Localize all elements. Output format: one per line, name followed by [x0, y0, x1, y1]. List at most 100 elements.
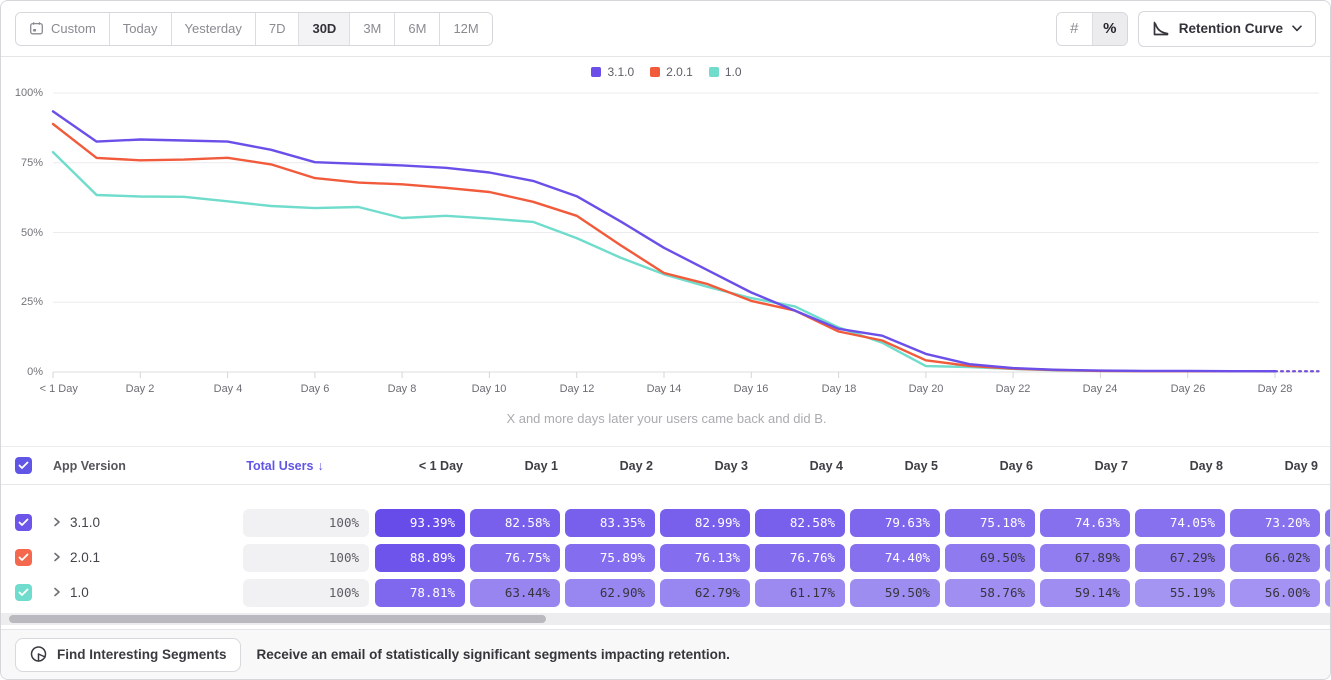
date-range-label: Custom	[51, 21, 96, 36]
x-tick-label: Day 22	[995, 383, 1031, 395]
day-column-header[interactable]: Day 7	[1094, 458, 1128, 473]
total-users-cell: 100%	[201, 543, 369, 572]
retention-cell-pill[interactable]: 69.50%	[945, 543, 1035, 572]
retention-cell-pill[interactable]: 63.44%	[470, 578, 560, 607]
retention-cell-pill[interactable]: 88.89%	[375, 543, 465, 572]
row-checkbox-cell	[1, 584, 41, 601]
absolute-numbers-mode-button[interactable]: #	[1056, 12, 1092, 45]
row-checkbox-3-1-0[interactable]	[15, 514, 32, 531]
retention-cell-pill[interactable]: 55.19%	[1135, 578, 1225, 607]
retention-cell-pill[interactable]: 79.63%	[850, 508, 940, 537]
day-column-header[interactable]: Day 4	[809, 458, 843, 473]
expand-row-button[interactable]	[53, 584, 61, 602]
expand-row-button[interactable]	[53, 514, 61, 532]
day-column-header[interactable]: Day 5	[904, 458, 938, 473]
day-column-header[interactable]: Day 6	[999, 458, 1033, 473]
retention-cell-pill[interactable]: 67.29%	[1135, 543, 1225, 572]
retention-cell-pill[interactable]: 58.76%	[945, 578, 1035, 607]
x-tick-label: Day 18	[821, 383, 857, 395]
x-tick-label: Day 20	[908, 383, 944, 395]
toolbar: Custom Today Yesterday 7D 30D 3M 6M 12M #% Rete…	[1, 1, 1330, 57]
retention-chart: 3.1.0 2.0.1 1.0 0% 25% 50% 75% 100% < 1 Day Day…	[1, 57, 1331, 446]
retention-cell-pill[interactable]: 59.14%	[1040, 578, 1130, 607]
expand-chevron-icon	[54, 587, 60, 596]
retention-cell-pill[interactable]: 78.81%	[375, 578, 465, 607]
retention-cell-pill[interactable]: 82.58%	[470, 508, 560, 537]
horizontal-scrollbar-thumb[interactable]	[9, 615, 546, 623]
date-range-custom[interactable]: Custom	[16, 12, 110, 45]
retention-cell-pill[interactable]: 66.02%	[1230, 543, 1320, 572]
date-range-label: 3M	[363, 21, 382, 36]
row-name-cell: 1.0	[41, 584, 201, 602]
date-range-3m[interactable]: 3M	[350, 12, 396, 45]
footer-bar: Find Interesting Segments Receive an ema…	[1, 629, 1330, 679]
retention-cell-pill[interactable]: 83.35%	[565, 508, 655, 537]
day-column-header[interactable]: Day 1	[524, 458, 558, 473]
retention-cell-pill[interactable]: 74.40%	[850, 543, 940, 572]
retention-cell-pill[interactable]: 74.05%	[1135, 508, 1225, 537]
day-column-header[interactable]: < 1 Day	[418, 458, 463, 473]
total-users-pill: 100%	[243, 578, 369, 607]
retention-cell-pill[interactable]: 93.39%	[375, 508, 465, 537]
retention-cell-pill[interactable]: 61.17%	[755, 578, 845, 607]
date-range-yesterday[interactable]: Yesterday	[171, 12, 256, 45]
date-range-30d[interactable]: 30D	[299, 12, 351, 45]
retention-cell-pill-cutoff	[1325, 543, 1330, 572]
y-tick-label: 75%	[20, 157, 43, 169]
retention-cell-pill[interactable]: 62.79%	[660, 578, 750, 607]
y-tick-label: 50%	[20, 227, 43, 239]
row-checkbox-cell	[1, 514, 41, 531]
date-range-group: Custom Today Yesterday 7D 30D 3M 6M 12M	[15, 11, 493, 46]
date-range-today[interactable]: Today	[109, 12, 172, 45]
retention-cell-pill-cutoff	[1325, 508, 1330, 537]
day-column-header[interactable]: Day 8	[1189, 458, 1223, 473]
retention-cell-pill[interactable]: 67.89%	[1040, 543, 1130, 572]
date-range-label: Today	[122, 21, 158, 36]
chart-type-dropdown[interactable]: Retention Curve	[1137, 10, 1316, 47]
retention-cell-pill[interactable]: 62.90%	[565, 578, 655, 607]
table-row-3-1-0: 3.1.0 100% 93.39% 82.58% 83.35% 82.99% 82.58% 7…	[1, 505, 1330, 540]
retention-cell-pill[interactable]: 74.63%	[1040, 508, 1130, 537]
date-range-7d[interactable]: 7D	[255, 12, 300, 45]
horizontal-scrollbar-track[interactable]	[1, 613, 1330, 625]
row-checkbox-2-0-1[interactable]	[15, 549, 32, 566]
retention-cell-pill[interactable]: 59.50%	[850, 578, 940, 607]
retention-line-plot[interactable]	[1, 57, 1331, 446]
table-row-2-0-1: 2.0.1 100% 88.89% 76.75% 75.89% 76.13% 76.76% 7…	[1, 540, 1330, 575]
x-tick-label: Day 16	[733, 383, 769, 395]
x-tick-label: Day 28	[1257, 383, 1293, 395]
retention-cell-pill[interactable]: 76.13%	[660, 543, 750, 572]
find-interesting-segments-button[interactable]: Find Interesting Segments	[15, 637, 241, 672]
calendar-icon	[30, 22, 43, 35]
day-column-header[interactable]: Day 3	[714, 458, 748, 473]
retention-cell-pill[interactable]: 76.76%	[755, 543, 845, 572]
retention-cell-pill[interactable]: 82.58%	[755, 508, 845, 537]
day-column-header[interactable]: Day 9	[1284, 458, 1318, 473]
total-users-sort-header[interactable]: Total Users ↓	[246, 459, 323, 473]
select-all-checkbox[interactable]	[15, 457, 32, 474]
retention-cell-pill[interactable]: 82.99%	[660, 508, 750, 537]
date-range-label: 12M	[453, 21, 479, 36]
row-checkbox-1-0[interactable]	[15, 584, 32, 601]
select-all-cell	[1, 457, 41, 474]
app-version-name: 1.0	[70, 585, 89, 600]
expand-row-button[interactable]	[53, 549, 61, 567]
date-range-6m[interactable]: 6M	[395, 12, 441, 45]
percent-mode-button[interactable]: %	[1091, 12, 1127, 45]
table-row-1-0: 1.0 100% 78.81% 63.44% 62.90% 62.79% 61.17% 59.…	[1, 575, 1330, 610]
date-range-12m[interactable]: 12M	[440, 12, 492, 45]
retention-cell-pill[interactable]: 75.89%	[565, 543, 655, 572]
retention-values: 78.81% 63.44% 62.90% 62.79% 61.17% 59.50% 58.7…	[369, 578, 1330, 607]
retention-cell-pill[interactable]: 73.20%	[1230, 508, 1320, 537]
legend-item-1-0: 1.0	[708, 65, 742, 79]
app-version-header-cell: App Version	[41, 459, 201, 473]
x-tick-label: Day 6	[300, 383, 330, 395]
day-column-header[interactable]: Day 2	[619, 458, 653, 473]
check-icon	[18, 553, 29, 561]
x-tick-label: Day 26	[1170, 383, 1206, 395]
retention-cell-pill[interactable]: 56.00%	[1230, 578, 1320, 607]
x-tick-label: Day 8	[387, 383, 417, 395]
retention-cell-pill[interactable]: 76.75%	[470, 543, 560, 572]
retention-cell-pill[interactable]: 75.18%	[945, 508, 1035, 537]
